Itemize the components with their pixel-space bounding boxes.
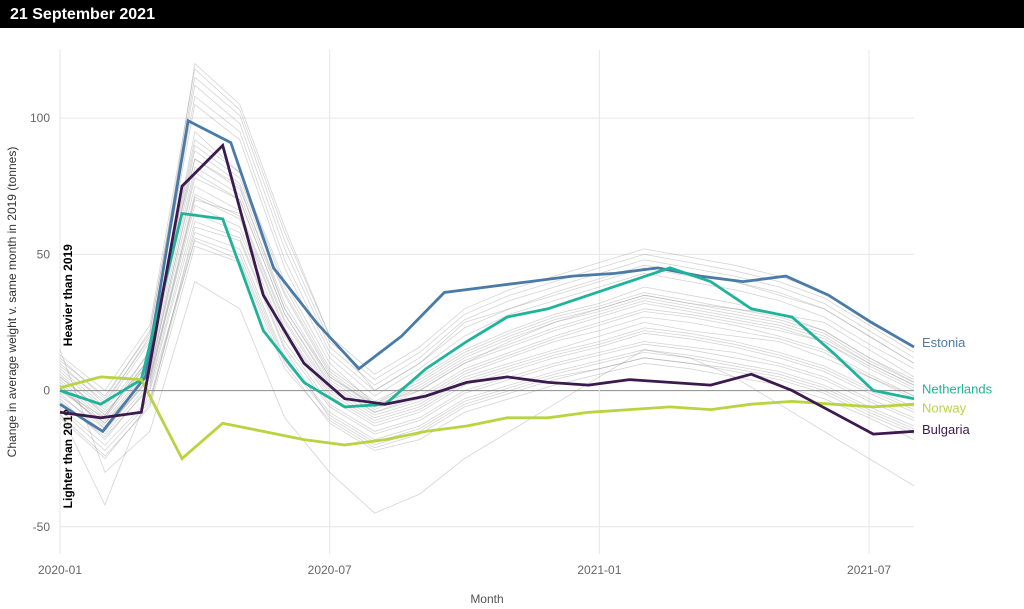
y-axis-title: Change in average weight v. same month i… [5,147,19,458]
x-tick-label: 2021-01 [577,563,621,577]
series-label-bulgaria: Bulgaria [922,422,970,437]
x-tick-label: 2020-01 [38,563,82,577]
y-annotation: Lighter than 2019 [61,409,75,509]
chart-container: 21 September 2021 -50 0 50 100 2020-01 2020-0… [0,0,1024,609]
y-tick-label: -50 [33,520,51,534]
x-tick-label: 2021-07 [847,563,891,577]
x-tick-label: 2020-07 [308,563,352,577]
y-annotation: Heavier than 2019 [61,244,75,346]
y-tick-label: 0 [43,384,50,398]
line-chart: -50 0 50 100 2020-01 2020-07 2021-01 2021-07 Mon… [0,30,1024,609]
x-axis-title: Month [470,592,503,606]
y-tick-label: 100 [30,111,50,125]
plot-area: -50 0 50 100 2020-01 2020-07 2021-01 2021-07 Mon… [0,30,1024,609]
series-label-netherlands: Netherlands [922,381,993,396]
y-tick-label: 50 [37,247,51,261]
title-bar: 21 September 2021 [0,0,1024,28]
series-label-estonia: Estonia [922,335,966,350]
series-label-norway: Norway [922,400,967,415]
page-title: 21 September 2021 [10,6,155,23]
